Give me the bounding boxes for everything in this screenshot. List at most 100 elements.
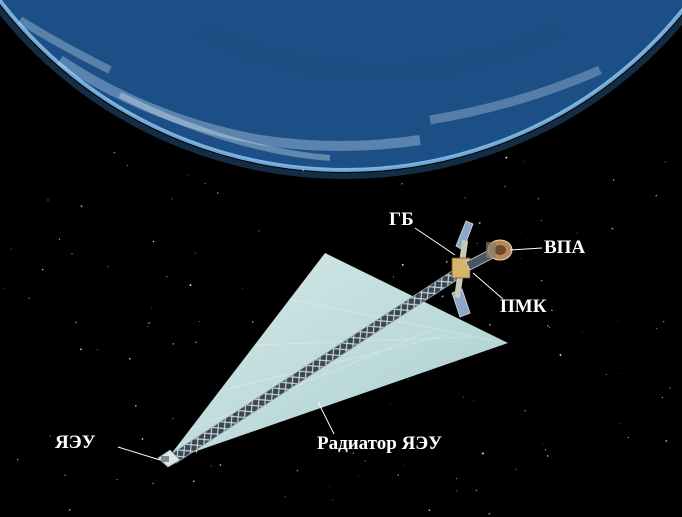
star [204, 182, 206, 185]
nuclear-power-unit [157, 449, 181, 468]
star [473, 400, 475, 402]
star [242, 287, 243, 289]
star [152, 482, 154, 485]
star [152, 240, 155, 243]
star [515, 468, 517, 470]
star [58, 238, 61, 240]
star [540, 219, 543, 222]
star [655, 194, 657, 197]
star [171, 198, 173, 200]
star [148, 321, 151, 324]
star [605, 374, 607, 375]
star [80, 348, 82, 351]
star [116, 479, 118, 481]
star [540, 279, 543, 282]
star [462, 396, 464, 398]
star [476, 242, 478, 244]
star [576, 232, 578, 234]
star [189, 284, 192, 287]
leader-yaeu [117, 446, 161, 461]
label-pmk: ПМК [500, 296, 547, 317]
star [193, 480, 195, 483]
star [489, 323, 491, 326]
star [664, 161, 666, 163]
star [3, 287, 5, 289]
star [17, 459, 19, 461]
star [455, 478, 458, 480]
star [364, 459, 367, 462]
star [210, 465, 212, 467]
star [475, 489, 478, 492]
star [528, 304, 530, 306]
star [521, 232, 523, 234]
thruster-unit [486, 239, 513, 261]
star [524, 409, 526, 412]
star [172, 343, 175, 345]
star [47, 199, 49, 201]
star [100, 447, 102, 449]
star [198, 321, 200, 323]
leader-vpa [509, 247, 543, 251]
star [68, 509, 71, 511]
star [402, 465, 404, 467]
star [524, 160, 526, 162]
star [617, 373, 619, 375]
star [134, 405, 137, 407]
star [352, 452, 355, 455]
star [456, 490, 458, 492]
star [397, 474, 399, 476]
star [64, 474, 66, 476]
star [284, 495, 286, 498]
star [80, 205, 83, 208]
star [332, 499, 334, 501]
star [417, 406, 419, 408]
star [278, 307, 280, 309]
star [627, 436, 629, 438]
star [611, 227, 614, 230]
star [296, 469, 299, 472]
star [187, 174, 189, 176]
star [151, 307, 153, 309]
star [71, 253, 73, 255]
star [544, 449, 547, 451]
star [49, 435, 51, 437]
solar-panel-upper [455, 220, 474, 251]
label-vpa: ВПА [544, 237, 586, 258]
star [129, 358, 131, 360]
star [219, 464, 222, 466]
leader-lines [117, 227, 543, 461]
star [113, 151, 116, 154]
spacecraft-module [451, 220, 513, 318]
star [172, 418, 174, 420]
star [546, 455, 549, 457]
star [441, 295, 444, 298]
star [620, 423, 622, 424]
star [581, 330, 583, 333]
star [665, 440, 667, 442]
star [520, 258, 522, 260]
star [407, 379, 409, 381]
star [401, 263, 404, 266]
star [548, 219, 550, 220]
star [613, 179, 615, 181]
star [75, 321, 77, 324]
star [547, 325, 549, 327]
leader-gb [414, 227, 456, 256]
star [126, 164, 128, 166]
star [96, 348, 99, 350]
star [392, 276, 395, 278]
star [141, 438, 144, 440]
star [446, 261, 448, 263]
leader-radiator [317, 401, 335, 435]
star [357, 475, 359, 477]
star [41, 268, 44, 271]
star [478, 222, 481, 224]
star [537, 198, 540, 200]
star [195, 341, 197, 344]
star [662, 320, 665, 323]
earth [0, 0, 682, 179]
star [329, 485, 331, 487]
star [669, 387, 672, 389]
star [559, 353, 562, 356]
